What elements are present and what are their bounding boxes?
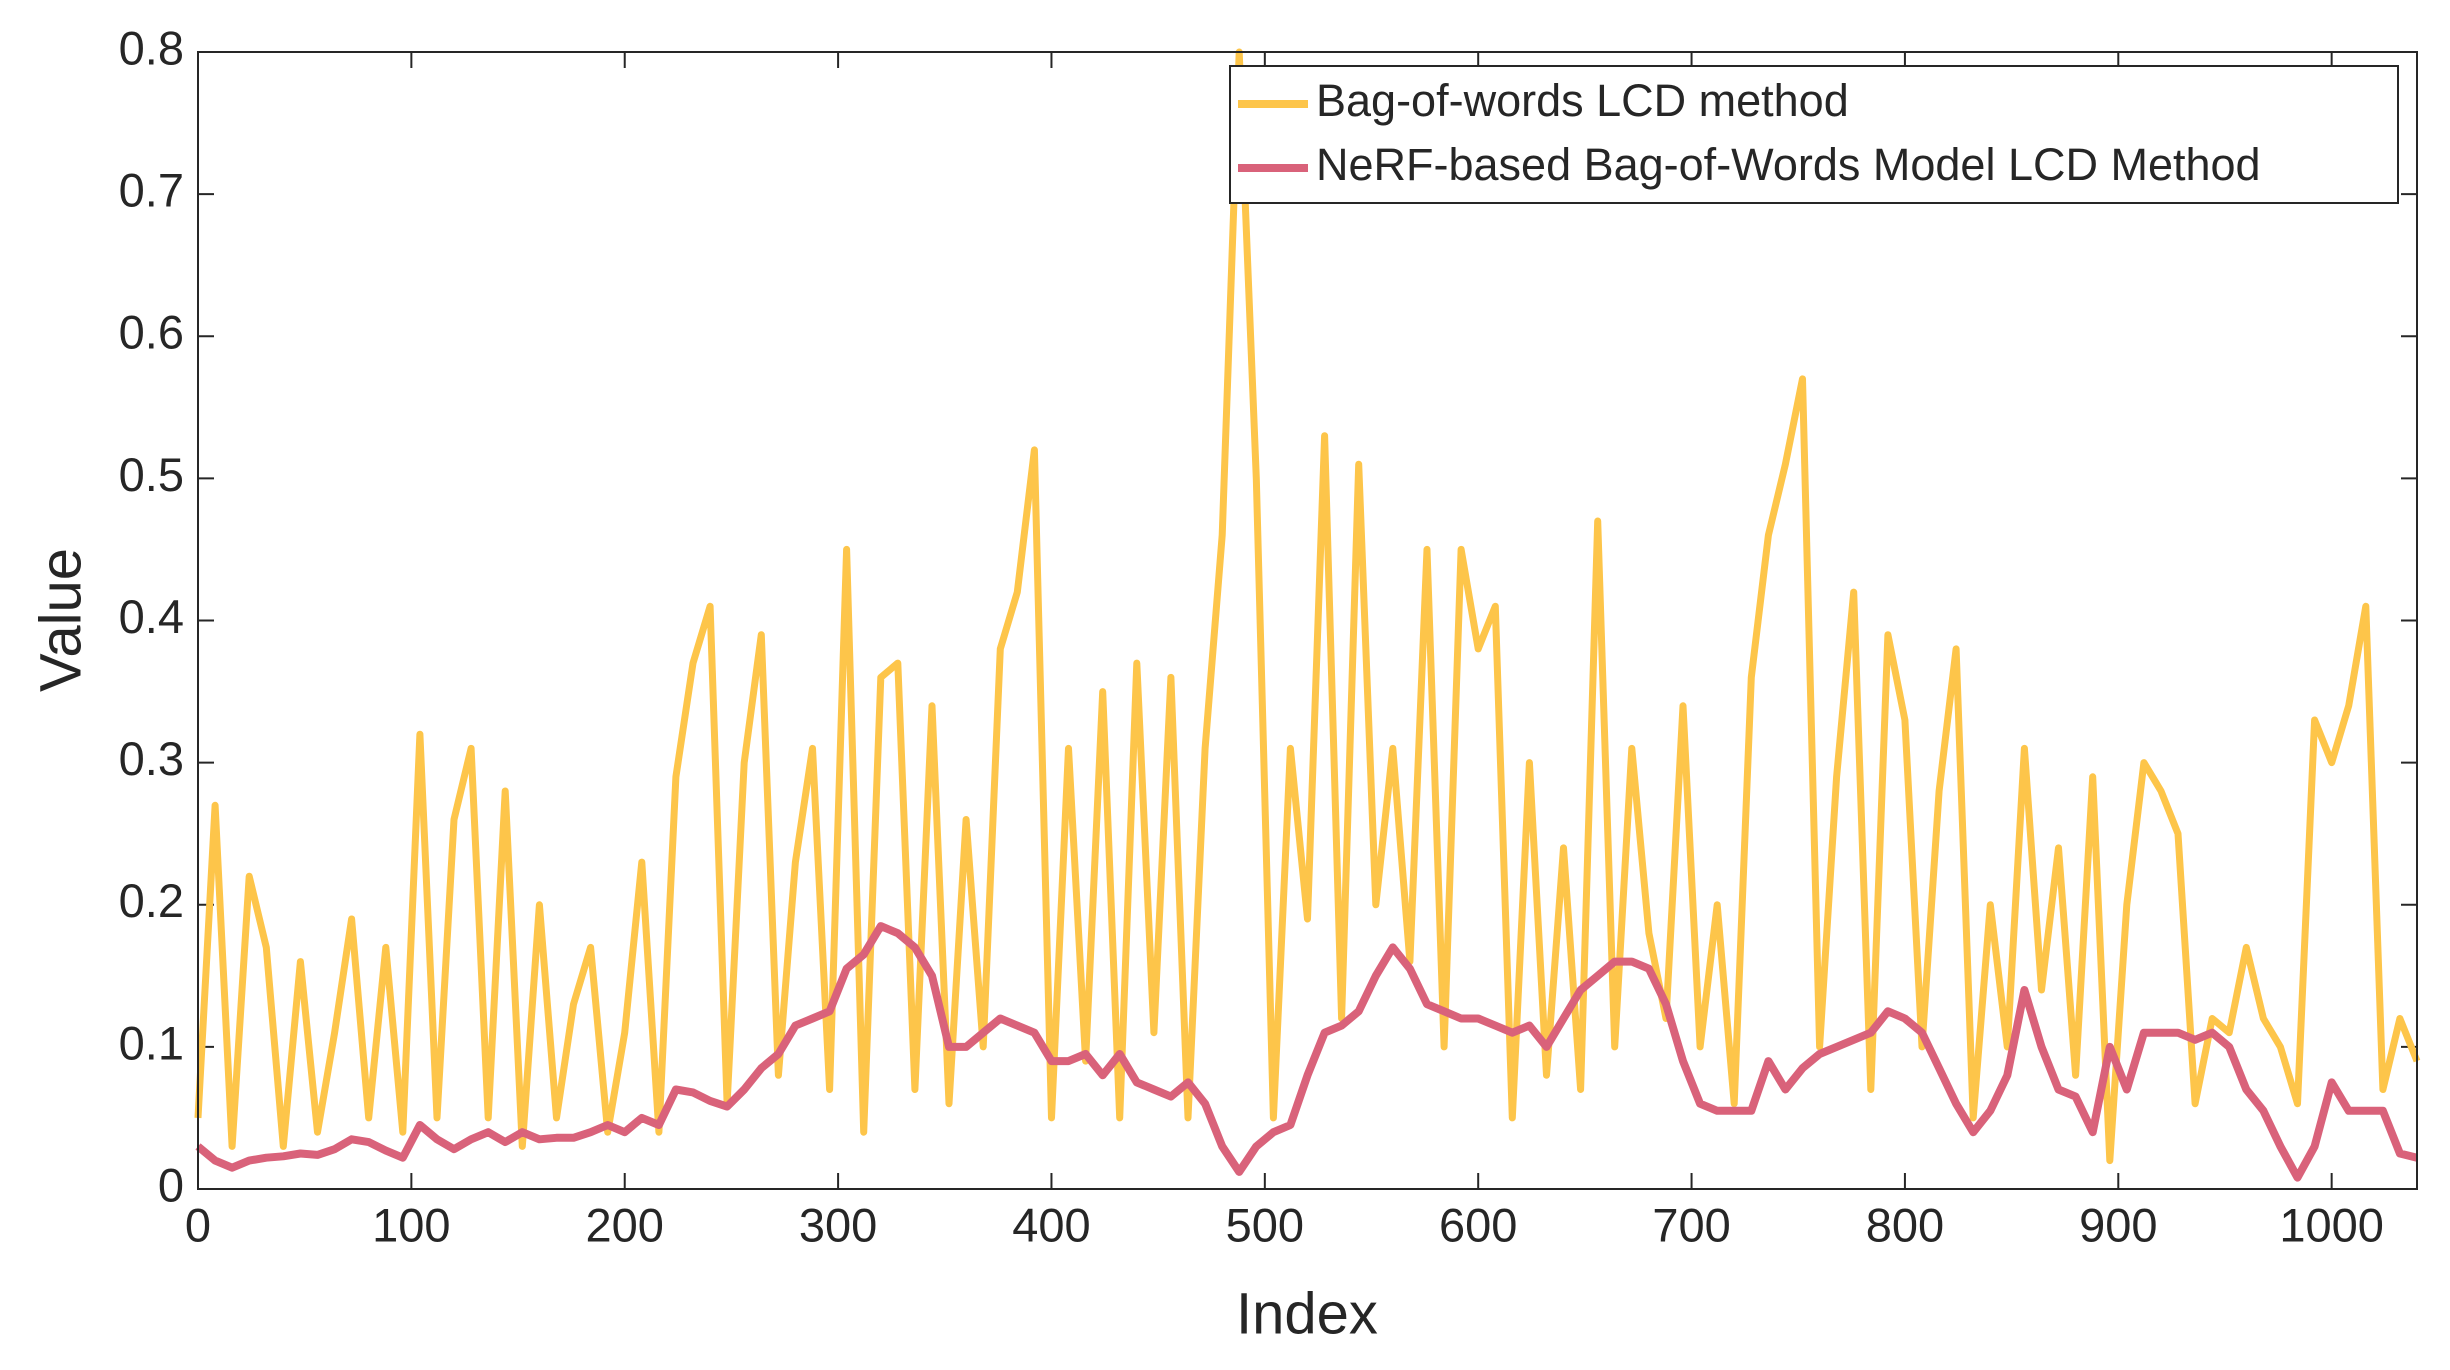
x-tick-label: 1000: [2279, 1198, 2384, 1251]
y-tick-label: 0.7: [119, 164, 184, 217]
legend-box: [1229, 65, 2399, 204]
x-tick-label: 400: [1012, 1198, 1090, 1251]
x-tick-label: 700: [1652, 1198, 1730, 1251]
y-tick-label: 0: [158, 1158, 184, 1211]
legend-label: Bag-of-words LCD method: [1316, 75, 1849, 126]
y-tick-label: 0.5: [119, 448, 184, 501]
series-line: [195, 922, 2418, 1182]
x-tick-label: 800: [1866, 1198, 1944, 1251]
y-tick-label: 0.2: [119, 874, 184, 927]
y-tick-label: 0.8: [119, 21, 184, 74]
x-tick-label: 900: [2079, 1198, 2157, 1251]
y-tick-label: 0.4: [119, 590, 184, 643]
y-tick-label: 0.3: [119, 732, 184, 785]
x-tick-label: 0: [185, 1198, 211, 1251]
y-tick-label: 0.1: [119, 1016, 184, 1069]
x-tick-label: 100: [372, 1198, 450, 1251]
x-tick-label: 500: [1226, 1198, 1304, 1251]
y-axis-label: Value: [28, 548, 93, 692]
series-line: [194, 48, 2421, 1165]
x-tick-label: 600: [1439, 1198, 1517, 1251]
x-tick-label: 300: [799, 1198, 877, 1251]
plot-frame: [197, 51, 2418, 1190]
x-axis-label: Index: [1236, 1281, 1378, 1346]
y-tick-label: 0.6: [119, 306, 184, 359]
legend-label: NeRF-based Bag-of-Words Model LCD Method: [1316, 139, 2261, 190]
x-tick-label: 200: [586, 1198, 664, 1251]
